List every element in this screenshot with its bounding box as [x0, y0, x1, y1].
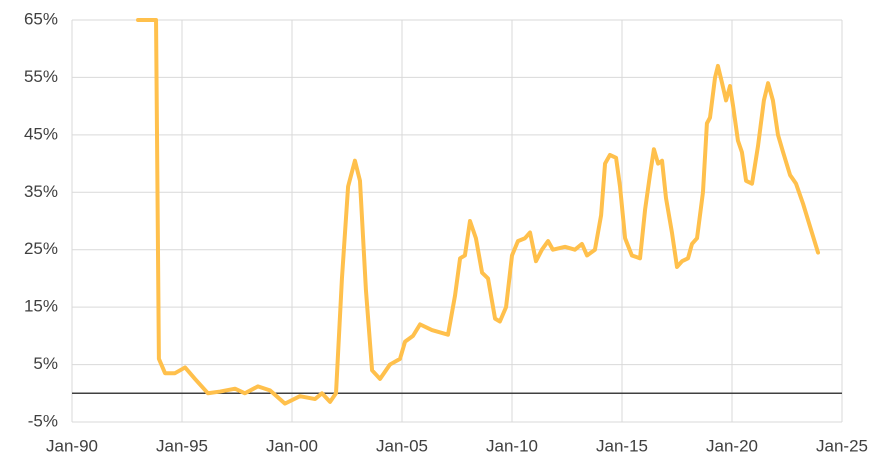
x-tick-label: Jan-95	[156, 436, 208, 455]
x-tick-label: Jan-90	[46, 436, 98, 455]
x-tick-label: Jan-20	[706, 436, 758, 455]
y-tick-label: -5%	[28, 411, 58, 430]
y-tick-label: 35%	[24, 182, 58, 201]
x-tick-label: Jan-15	[596, 436, 648, 455]
y-tick-label: 65%	[24, 9, 58, 28]
y-tick-label: 5%	[33, 354, 58, 373]
x-tick-label: Jan-00	[266, 436, 318, 455]
x-tick-label: Jan-25	[816, 436, 868, 455]
x-tick-label: Jan-10	[486, 436, 538, 455]
y-tick-label: 55%	[24, 67, 58, 86]
y-tick-label: 25%	[24, 239, 58, 258]
y-tick-label: 15%	[24, 297, 58, 316]
data-line	[136, 18, 821, 406]
x-tick-label: Jan-05	[376, 436, 428, 455]
y-tick-label: 45%	[24, 124, 58, 143]
